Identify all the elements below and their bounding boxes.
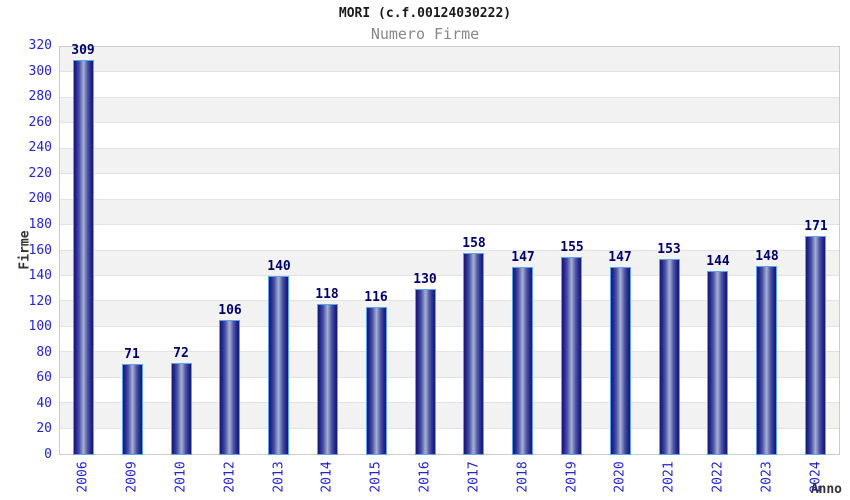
bar-2020 xyxy=(610,267,631,455)
plot-band xyxy=(60,225,839,251)
x-tick-label: 2020 xyxy=(612,461,628,493)
bar-value-label: 144 xyxy=(706,254,730,269)
y-tick-label: 80 xyxy=(36,345,52,360)
bar-value-label: 140 xyxy=(267,259,291,274)
y-tick-label: 300 xyxy=(28,64,52,79)
y-tick-label: 20 xyxy=(36,421,52,436)
bar-2017 xyxy=(463,253,484,455)
gridline xyxy=(60,402,839,404)
bar-value-label: 171 xyxy=(804,219,828,234)
bar-2012 xyxy=(219,320,240,455)
y-tick-label: 100 xyxy=(28,319,52,334)
gridline xyxy=(60,71,839,73)
bar-value-label: 71 xyxy=(124,347,140,362)
bar-2010 xyxy=(171,363,192,455)
chart-title: MORI (c.f.00124030222) xyxy=(338,6,512,21)
x-axis-title: Anno xyxy=(810,482,842,497)
gridline xyxy=(60,300,839,302)
x-tick-label: 2019 xyxy=(564,461,580,493)
bar-2022 xyxy=(707,271,728,455)
x-tick-label: 2006 xyxy=(75,461,91,493)
x-tick-label: 2022 xyxy=(710,461,726,493)
gridline xyxy=(60,173,839,175)
bar-2015 xyxy=(366,307,387,455)
y-tick-label: 160 xyxy=(28,243,52,258)
bar-value-label: 72 xyxy=(173,346,189,361)
gridline xyxy=(60,351,839,353)
y-tick-label: 280 xyxy=(28,89,52,104)
plot-band xyxy=(60,97,839,124)
y-tick-label: 180 xyxy=(28,217,52,232)
y-axis-title: Firme xyxy=(17,230,33,270)
bar-value-label: 116 xyxy=(364,290,388,305)
gridline xyxy=(60,249,839,251)
plot-band xyxy=(60,148,839,175)
y-tick-label: 40 xyxy=(36,396,52,411)
chart-subtitle: Numero Firme xyxy=(370,25,480,43)
y-tick-label: 0 xyxy=(44,447,52,462)
bar-value-label: 153 xyxy=(657,242,681,257)
bar-2014 xyxy=(317,304,338,455)
bar-value-label: 130 xyxy=(413,272,437,287)
x-tick-label: 2017 xyxy=(466,461,482,493)
gridline xyxy=(60,325,839,327)
x-tick-label: 2016 xyxy=(417,461,433,493)
plot-band xyxy=(60,47,839,73)
x-tick-label: 2009 xyxy=(124,461,140,493)
plot-band xyxy=(60,199,839,226)
plot-band xyxy=(60,123,839,149)
gridline xyxy=(60,224,839,226)
bar-value-label: 118 xyxy=(315,287,339,302)
x-tick-label: 2014 xyxy=(319,461,335,493)
bar-2006 xyxy=(73,60,94,455)
gridline xyxy=(60,274,839,276)
bar-value-label: 106 xyxy=(218,303,242,318)
gridline xyxy=(60,96,839,98)
bar-2019 xyxy=(561,257,582,455)
plot-band xyxy=(60,72,839,98)
y-tick-label: 60 xyxy=(36,370,52,385)
plot-band xyxy=(60,174,839,200)
bar-value-label: 309 xyxy=(71,43,95,58)
x-tick-label: 2013 xyxy=(271,461,287,493)
bar-value-label: 155 xyxy=(560,240,584,255)
gridline xyxy=(60,122,839,124)
y-tick-label: 220 xyxy=(28,166,52,181)
bar-2016 xyxy=(415,289,436,455)
y-tick-label: 260 xyxy=(28,115,52,130)
bar-value-label: 148 xyxy=(755,249,779,264)
bar-2024 xyxy=(805,236,826,455)
x-tick-label: 2015 xyxy=(368,461,384,493)
x-tick-label: 2010 xyxy=(173,461,189,493)
y-tick-label: 320 xyxy=(28,38,52,53)
y-tick-label: 140 xyxy=(28,268,52,283)
bar-2021 xyxy=(659,259,680,455)
plot-area xyxy=(59,46,840,455)
gridline xyxy=(60,198,839,200)
gridline xyxy=(60,427,839,429)
y-tick-label: 200 xyxy=(28,191,52,206)
x-tick-label: 2018 xyxy=(515,461,531,493)
bar-2018 xyxy=(512,267,533,455)
bar-2009 xyxy=(122,364,143,455)
bar-value-label: 147 xyxy=(511,250,535,265)
bar-2013 xyxy=(268,276,289,455)
x-tick-label: 2021 xyxy=(661,461,677,493)
bar-value-label: 158 xyxy=(462,236,486,251)
bar-2023 xyxy=(756,266,777,455)
gridline xyxy=(60,376,839,378)
y-tick-label: 120 xyxy=(28,294,52,309)
x-tick-label: 2023 xyxy=(759,461,775,493)
bar-value-label: 147 xyxy=(608,250,632,265)
x-tick-label: 2012 xyxy=(222,461,238,493)
gridline xyxy=(60,147,839,149)
y-tick-label: 240 xyxy=(28,140,52,155)
